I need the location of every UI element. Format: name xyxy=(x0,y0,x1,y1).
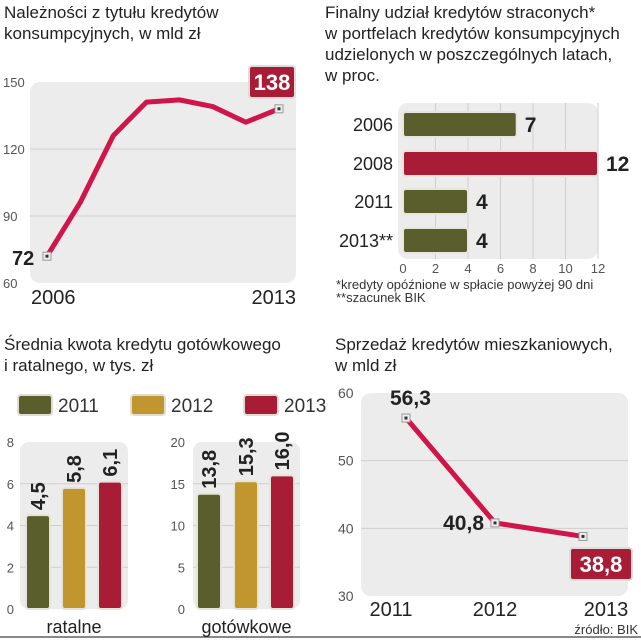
y-tick-label: 5 xyxy=(178,560,185,575)
y-tick-label: 0 xyxy=(178,602,185,617)
bar-value-label: 5,8 xyxy=(64,455,86,483)
data-label-last: 38,8 xyxy=(580,552,623,577)
chart1-title: Należności z tytułu kredytów konsumpcyjn… xyxy=(4,2,218,44)
bar-ratalne-2012 xyxy=(61,486,87,610)
bar-2006 xyxy=(402,111,518,138)
y-tick-label: 20 xyxy=(171,435,185,450)
bar-ratalne-2011 xyxy=(25,514,51,610)
y-tick-label: 2 xyxy=(7,560,14,575)
bar-2011 xyxy=(402,188,469,215)
x-tick-label: 2012 xyxy=(473,599,518,621)
bar-value-label: 12 xyxy=(606,153,629,176)
y-tick-label: 0 xyxy=(7,602,14,617)
data-point-dot xyxy=(581,534,585,538)
bar-value-label: 16,0 xyxy=(272,431,294,470)
y-tick-label: 40 xyxy=(338,520,354,536)
legend-swatch-2012 xyxy=(130,394,166,416)
data-label-last: 138 xyxy=(254,70,291,95)
legend-swatch-2013 xyxy=(243,394,279,416)
y-tick-label: 30 xyxy=(338,588,354,604)
x-tick-label: 6 xyxy=(497,261,504,276)
category-label: 2006 xyxy=(353,115,393,135)
bar-value-label: 4 xyxy=(476,230,488,253)
y-tick-label: 90 xyxy=(3,209,17,224)
data-point-dot xyxy=(277,107,281,111)
bar-value-label: 7 xyxy=(525,114,537,137)
category-label: 2008 xyxy=(353,154,393,174)
series-line xyxy=(44,97,280,258)
category-label: 2013** xyxy=(339,231,393,251)
source-note: źródło: BIK xyxy=(574,622,638,637)
x-tick-label: 2011 xyxy=(369,599,412,621)
plot-background xyxy=(30,82,296,283)
y-tick-label: 50 xyxy=(338,453,354,469)
highlight-badge xyxy=(248,65,296,99)
bar-2013** xyxy=(402,227,469,254)
group-label: ratalne xyxy=(46,617,101,637)
y-tick-label: 10 xyxy=(171,519,185,534)
bar-gotówkowe-2012 xyxy=(233,480,259,610)
legend-label: 2011 xyxy=(58,396,99,417)
y-tick-label: 120 xyxy=(3,142,25,157)
legend-label: 2013 xyxy=(284,396,326,417)
x-tick-label: 4 xyxy=(464,261,471,276)
category-label: 2011 xyxy=(354,192,393,212)
title-line: Finalny udział kredytów straconych* xyxy=(325,3,596,22)
data-label: 56,3 xyxy=(390,387,431,410)
title-line: w mld zł xyxy=(335,356,397,375)
y-tick-label: 4 xyxy=(7,519,14,534)
footnote: **szacunek BIK xyxy=(336,290,426,305)
y-tick-label: 150 xyxy=(3,75,25,90)
y-tick-label: 8 xyxy=(7,435,14,450)
x-tick-label: 2013 xyxy=(252,287,297,309)
title-line: udzielonych w poszczególnych latach, xyxy=(325,45,613,64)
data-point-dot xyxy=(493,521,497,525)
x-tick-label: 10 xyxy=(558,261,572,276)
title-line: Należności z tytułu kredytów xyxy=(4,3,219,22)
bar-value-label: 13,8 xyxy=(199,450,221,489)
bar-2008 xyxy=(402,150,599,177)
bar-value-label: 4,5 xyxy=(28,482,50,510)
chart4-title: Sprzedaż kredytów mieszkaniowych, w mld … xyxy=(335,334,613,376)
y-tick-label: 60 xyxy=(338,385,354,401)
chart3-title: Średnia kwota kredytu gotówkowego i rata… xyxy=(4,334,281,376)
data-point-dot xyxy=(404,416,408,420)
title-line: i ratalnego, w tys. zł xyxy=(4,356,154,375)
bar-value-label: 15,3 xyxy=(236,437,258,476)
x-tick-label: 2013 xyxy=(584,599,629,621)
legend-swatch-2011 xyxy=(17,394,53,416)
bar-value-label: 4 xyxy=(476,191,488,214)
x-tick-label: 2 xyxy=(432,261,439,276)
footnote: *kredyty opóźnione w spłacie powyżej 90 … xyxy=(336,277,593,292)
chart2-title: Finalny udział kredytów straconych* w po… xyxy=(325,2,620,86)
y-tick-label: 15 xyxy=(171,477,185,492)
bar-ratalne-2013 xyxy=(97,480,123,611)
title-line: Sprzedaż kredytów mieszkaniowych, xyxy=(335,335,613,354)
x-tick-label: 0 xyxy=(399,261,406,276)
group-label: gotówkowe xyxy=(201,617,291,637)
plot-background xyxy=(398,103,598,259)
x-tick-label: 12 xyxy=(591,261,605,276)
title-line: w proc. xyxy=(325,66,380,85)
x-tick-label: 2006 xyxy=(31,287,76,309)
highlight-badge xyxy=(569,547,633,581)
title-line: Średnia kwota kredytu gotówkowego xyxy=(4,335,281,354)
data-point-dot xyxy=(45,254,49,258)
title-line: konsumpcyjnych, w mld zł xyxy=(4,24,201,43)
title-line: w portfelach kredytów konsumpcyjnych xyxy=(325,24,620,43)
y-tick-label: 60 xyxy=(3,276,17,291)
data-label: 40,8 xyxy=(443,512,484,535)
bar-gotówkowe-2013 xyxy=(269,474,295,610)
bar-gotówkowe-2011 xyxy=(196,492,222,610)
data-label-first: 72 xyxy=(12,248,34,270)
legend-label: 2012 xyxy=(171,396,213,417)
bar-value-label: 6,1 xyxy=(100,449,122,477)
y-tick-label: 6 xyxy=(7,477,14,492)
x-tick-label: 8 xyxy=(529,261,536,276)
